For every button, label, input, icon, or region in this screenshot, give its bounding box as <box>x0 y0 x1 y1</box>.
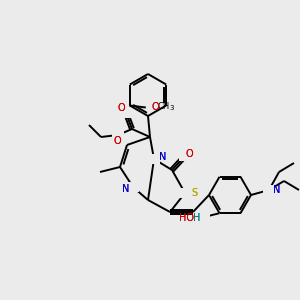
Text: O: O <box>113 136 121 146</box>
Text: HO: HO <box>179 213 194 223</box>
Text: N: N <box>122 184 129 194</box>
Text: N: N <box>273 185 280 195</box>
Text: N: N <box>159 152 166 162</box>
Bar <box>148 154 160 164</box>
Bar <box>179 188 191 198</box>
Bar <box>112 130 124 140</box>
Bar <box>197 212 209 222</box>
Text: O: O <box>185 149 193 159</box>
Text: N: N <box>159 152 166 162</box>
Text: O: O <box>117 103 125 113</box>
Text: O: O <box>113 136 121 146</box>
Text: HO: HO <box>179 213 194 223</box>
Text: H: H <box>193 213 201 223</box>
Text: CH: CH <box>158 102 170 111</box>
Text: O: O <box>151 101 159 112</box>
Text: O: O <box>151 101 159 112</box>
Text: O: O <box>117 103 125 113</box>
Bar <box>179 151 191 161</box>
Bar <box>127 182 139 192</box>
Text: S: S <box>191 188 197 198</box>
Text: 3: 3 <box>169 106 174 112</box>
Bar <box>263 185 275 195</box>
Text: N: N <box>122 184 129 194</box>
Bar <box>120 108 132 118</box>
Text: S: S <box>191 188 197 198</box>
Text: H: H <box>193 213 201 223</box>
Text: N: N <box>273 185 280 195</box>
Text: O: O <box>185 149 193 159</box>
